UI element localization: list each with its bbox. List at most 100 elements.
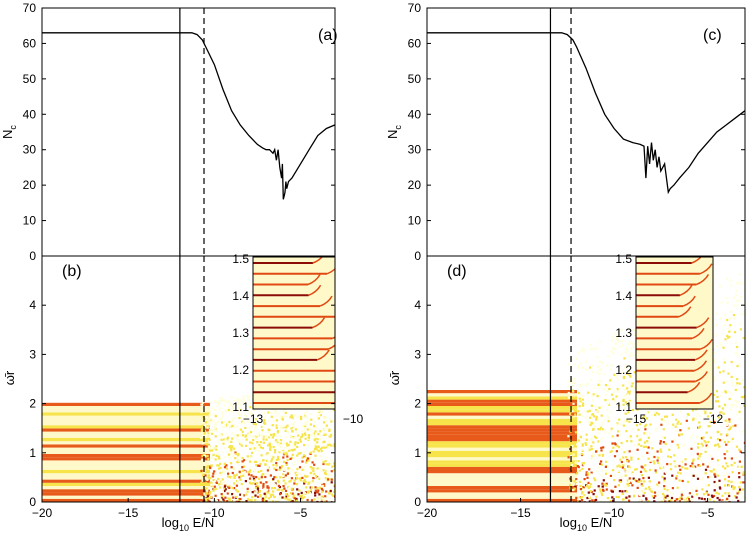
panel-b-band-stripe	[42, 431, 210, 435]
panel-b-cloud-dot	[205, 421, 208, 424]
panel-d-cloud-dot	[600, 362, 604, 365]
panel-d-cloud-dot	[628, 390, 631, 393]
panel-b-cloud-dot	[313, 498, 316, 501]
panel-d-cloud-dot	[583, 495, 586, 498]
panel-b-band-stripe	[42, 444, 210, 448]
panel-b-cloud-dot	[260, 454, 263, 457]
panel-d-cloud-dot	[652, 460, 655, 463]
panel-b-cloud-dot	[297, 460, 300, 463]
panel-b-cloud-dot	[269, 482, 272, 485]
panel-b-cloud-dot	[223, 462, 226, 465]
panel-b-cloud-dot	[269, 474, 272, 477]
panel-b-cloud-dot	[236, 411, 240, 414]
panel-b-cloud-dot	[262, 441, 265, 444]
panel-d-cloud-dot	[581, 414, 584, 418]
panel-d-cloud-dot	[662, 492, 665, 496]
panel-b-cloud-dot	[252, 408, 255, 412]
panel-d-cloud-dot	[622, 384, 625, 387]
panel-d-cloud-dot	[655, 411, 658, 415]
panel-d-cloud-dot	[661, 435, 664, 438]
panel-d-cloud-dot	[682, 495, 685, 498]
panel-d-cloud-dot	[593, 477, 596, 480]
panel-d-cloud-dot	[624, 351, 627, 354]
panel-d-cloud-dot	[660, 466, 663, 469]
panel-b-cloud-dot	[284, 467, 287, 470]
panel-b-cloud-dot	[201, 409, 204, 412]
panel-b-cloud-dot	[273, 467, 276, 470]
panel-b-band-stripe	[42, 454, 210, 458]
panel-d-cloud-dot	[647, 457, 650, 460]
panel-d-cloud-dot	[589, 423, 592, 427]
panel-d-band-stripe	[427, 425, 577, 429]
panel-b-cloud-dot	[271, 493, 274, 496]
panel-d-cloud-dot	[717, 492, 720, 495]
panel-b-cloud-dot	[256, 446, 259, 449]
panel-d-cloud-dot	[625, 490, 628, 493]
panel-d-cloud-dot	[619, 463, 622, 466]
panel-d-cloud-dot	[601, 428, 604, 431]
panel-b-cloud-dot	[241, 495, 244, 498]
panel-d-cloud-dot	[615, 395, 618, 398]
panel-d-cloud-dot	[609, 368, 612, 371]
panel-b-cloud-dot	[251, 442, 254, 445]
panel-b-cloud-dot	[298, 438, 301, 441]
panel-b-cloud-dot	[289, 467, 292, 470]
panel-b-cloud-dot	[223, 438, 226, 441]
panel-b-cloud-dot	[264, 500, 267, 502]
panel-b-cloud-dot	[247, 471, 250, 474]
panel-d-cloud-dot	[629, 481, 632, 484]
panel-d-cloud-dot	[628, 467, 631, 470]
panel-d-cloud-dot	[701, 488, 704, 491]
panel-b-inset-curve	[319, 295, 333, 307]
panel-b-cloud-dot	[324, 416, 327, 419]
panel-d-cloud-dot	[666, 463, 669, 466]
panel-b-cloud-dot	[307, 444, 310, 447]
panel-d-cloud-dot	[680, 460, 683, 464]
panel-b-cloud-dot	[201, 496, 204, 499]
panel-d-cloud-dot	[577, 351, 580, 355]
panel-d-cloud-dot	[573, 363, 576, 366]
panel-b-cloud-dot	[259, 462, 262, 465]
panel-b-cloud-dot	[249, 447, 252, 450]
panel-d-inset-curve	[691, 328, 705, 340]
panel-b-cloud-dot	[242, 421, 245, 424]
panel-b-inset-ytick-label: 1.2	[232, 363, 249, 377]
panel-b-cloud-dot	[295, 483, 299, 486]
panel-d-cloud-dot	[598, 454, 601, 457]
panel-b-cloud-dot	[245, 415, 249, 418]
panel-b-cloud-dot	[321, 459, 324, 462]
panel-d-cloud-dot	[739, 328, 742, 331]
panel-d-cloud-dot	[571, 384, 574, 387]
panel-d-cloud-dot	[569, 412, 572, 415]
panel-d-cloud-dot	[701, 477, 704, 480]
panel-d-cloud-dot	[664, 496, 667, 499]
panel-b-cloud-dot	[242, 462, 245, 465]
panel-b-cloud-dot	[256, 487, 260, 490]
panel-d-cloud-dot	[724, 390, 727, 393]
panel-b-cloud-dot	[267, 411, 270, 414]
panel-d-cloud-dot	[677, 471, 680, 474]
panel-d-cloud-dot	[600, 492, 603, 495]
panel-b-cloud-dot	[213, 423, 217, 426]
panel-d-cloud-dot	[644, 423, 648, 426]
panel-b-cloud-dot	[223, 489, 226, 493]
panel-b-cloud-dot	[267, 460, 270, 463]
panel-d-cloud-dot	[685, 415, 688, 418]
panel-b-cloud-dot	[256, 434, 259, 437]
panel-b-cloud-dot	[237, 398, 240, 401]
panel-d-cloud-dot	[612, 499, 615, 502]
panel-b-cloud-dot	[227, 423, 230, 426]
panel-d-cloud-dot	[728, 330, 731, 333]
panel-d-cloud-dot	[570, 381, 573, 384]
panel-d-cloud-dot	[712, 393, 715, 396]
panel-d-cloud-dot	[709, 421, 712, 424]
panel-b-cloud-dot	[278, 468, 281, 471]
panel-b-cloud-dot	[242, 401, 245, 404]
panel-b-cloud-dot	[305, 457, 308, 460]
panel-d-cloud-dot	[739, 322, 742, 325]
panel-b-cloud-dot	[319, 467, 322, 470]
panel-d-cloud-dot	[740, 282, 743, 286]
panel-d-cloud-dot	[567, 456, 570, 459]
panel-b-cloud-dot	[319, 486, 322, 489]
panel-b-cloud-dot	[227, 468, 230, 471]
